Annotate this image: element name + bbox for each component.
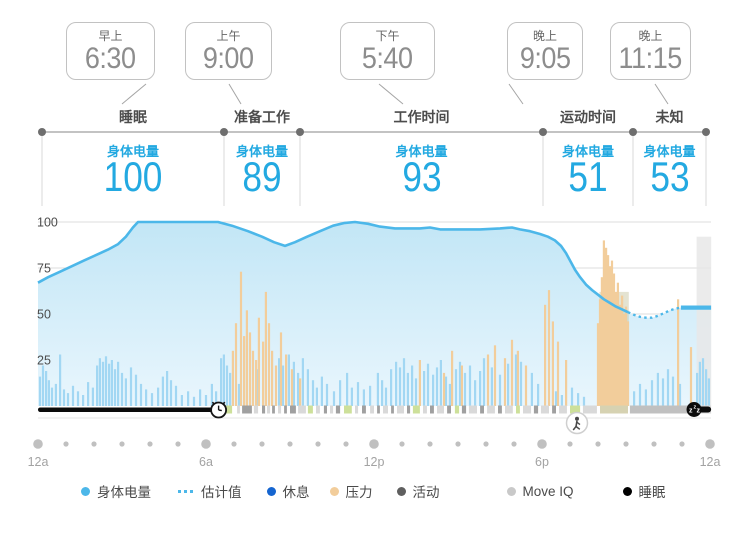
section-label-4[interactable]: 未知 xyxy=(655,109,684,125)
section-metric-label-1: 身体电量 xyxy=(235,144,289,159)
section-label-2[interactable]: 工作时间 xyxy=(393,109,450,125)
legend-dot-icon xyxy=(329,486,339,496)
section-metric-label-3: 身体电量 xyxy=(561,144,615,159)
svg-text:50: 50 xyxy=(37,308,51,322)
bubble-time: 6:30 xyxy=(85,42,136,75)
svg-text:z: z xyxy=(697,408,701,415)
legend-label: 估计值 xyxy=(201,485,242,500)
legend-label: 休息 xyxy=(282,485,310,500)
legend-label: 活动 xyxy=(412,485,440,500)
legend-dotted-line-icon xyxy=(178,489,194,493)
svg-text:12a: 12a xyxy=(700,455,721,469)
legend-label: Move IQ xyxy=(522,483,574,499)
section-metric-value-1: 89 xyxy=(242,153,282,200)
legend-dot-icon xyxy=(81,486,90,496)
legend-dot-icon xyxy=(622,486,632,496)
bubble-period: 晚上 xyxy=(638,29,663,43)
time-bubble-2[interactable]: 下午 5:40 xyxy=(340,22,435,80)
section-metric-value-4: 53 xyxy=(649,153,690,200)
svg-text:75: 75 xyxy=(37,262,51,276)
bubble-period: 早上 xyxy=(98,29,123,43)
legend-dot-icon xyxy=(506,486,516,496)
svg-text:100: 100 xyxy=(37,216,58,230)
time-bubble-3[interactable]: 晚上 9:05 xyxy=(507,22,583,80)
svg-text:12a: 12a xyxy=(28,455,49,469)
section-metric-label-0: 身体电量 xyxy=(106,144,160,159)
legend-dot-icon xyxy=(266,486,276,496)
legend-item-2[interactable]: 休息 xyxy=(266,481,310,501)
chart-legend: 身体电量 估计值 休息 压力 活动 Move IQ 睡眠 xyxy=(81,481,666,501)
time-bubble-4[interactable]: 晚上 11:15 xyxy=(610,22,691,80)
section-label-3[interactable]: 运动时间 xyxy=(560,109,616,125)
legend-dot-icon xyxy=(396,486,406,496)
bubble-period: 下午 xyxy=(375,29,400,43)
legend-label: 身体电量 xyxy=(97,485,151,500)
bubble-period: 晚上 xyxy=(532,29,557,43)
svg-text:z: z xyxy=(694,405,697,411)
section-label-1[interactable]: 准备工作 xyxy=(234,109,290,125)
svg-text:12p: 12p xyxy=(364,455,385,469)
alarm-clock-icon xyxy=(210,401,228,419)
section-metric-label-4: 身体电量 xyxy=(643,144,696,159)
legend-item-4[interactable]: 活动 xyxy=(396,481,440,501)
svg-text:25: 25 xyxy=(37,354,51,368)
svg-text:z: z xyxy=(689,408,693,415)
legend-item-0[interactable]: 身体电量 xyxy=(81,481,151,501)
bubble-time: 11:15 xyxy=(618,42,683,75)
time-bubble-1[interactable]: 上午 9:00 xyxy=(185,22,272,80)
svg-text:6p: 6p xyxy=(535,455,549,469)
section-metric-label-2: 身体电量 xyxy=(395,144,448,159)
legend-item-5[interactable]: Move IQ xyxy=(506,483,574,499)
bubble-time: 5:40 xyxy=(362,42,413,75)
time-bubble-0[interactable]: 早上 6:30 xyxy=(66,22,155,80)
legend-item-3[interactable]: 压力 xyxy=(329,481,373,501)
bubble-time: 9:00 xyxy=(203,42,254,75)
legend-item-6[interactable]: 睡眠 xyxy=(622,481,666,501)
svg-text:6a: 6a xyxy=(199,455,213,469)
bubble-period: 上午 xyxy=(216,29,241,43)
legend-item-1[interactable]: 估计值 xyxy=(178,481,242,501)
section-metric-value-2: 93 xyxy=(401,153,442,200)
section-metric-value-3: 51 xyxy=(568,153,608,200)
legend-label: 睡眠 xyxy=(638,485,666,500)
bubble-time: 9:05 xyxy=(519,42,571,75)
activity-walk-icon xyxy=(565,411,589,435)
legend-label: 压力 xyxy=(345,485,373,500)
section-metric-value-0: 100 xyxy=(103,153,163,200)
section-label-0[interactable]: 睡眠 xyxy=(119,109,147,125)
